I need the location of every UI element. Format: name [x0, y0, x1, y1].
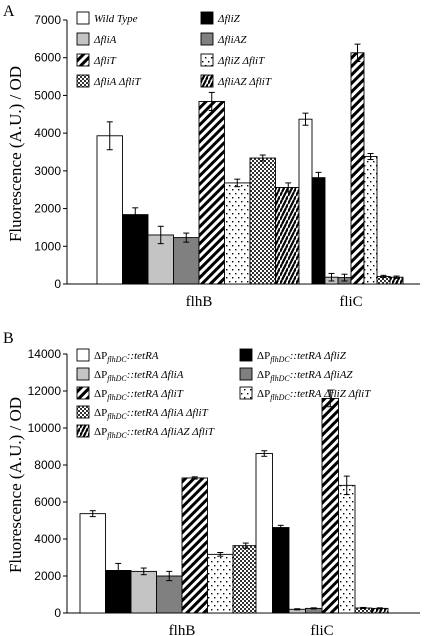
legend-swatch: [76, 367, 90, 381]
legend-label: ΔPflhDC::tetRA ΔfliAZ: [257, 369, 353, 383]
panel-label-b: B: [3, 330, 14, 347]
bar: [79, 513, 106, 614]
y-tick-label: 3000: [34, 164, 61, 178]
legend-b: ΔPflhDC::tetRA ΔPflhDC::tetRA ΔfliZΔPflhD…: [76, 348, 371, 440]
legend-swatch: [76, 348, 90, 362]
category-label: flhB: [186, 294, 213, 310]
bar: [350, 52, 365, 285]
legend-label: ΔPflhDC::tetRA ΔfliZ: [257, 350, 347, 364]
legend-swatch: [76, 74, 90, 88]
y-tick-label: 6000: [34, 495, 61, 509]
legend-swatch: [239, 348, 253, 362]
legend-swatch: [76, 386, 90, 400]
legend-swatch: [239, 367, 253, 381]
legend-label: ΔPflhDC::tetRA ΔfliAZ ΔfliT: [94, 426, 215, 440]
y-tick-label: 4000: [34, 126, 61, 140]
y-tick-label: 5000: [34, 88, 61, 102]
y-tick-label: 0: [54, 606, 61, 620]
y-axis-label-a: Fluorescence (A.U.) / OD: [6, 66, 25, 242]
legend-swatch: [239, 386, 253, 400]
y-tick-label: 6000: [34, 51, 61, 65]
bar: [173, 237, 200, 285]
legend-a: Wild Type ΔfliZ ΔfliA ΔfliAZ ΔfliT ΔfliZ Δfli…: [76, 11, 272, 88]
legend-swatch: [76, 11, 90, 25]
bar: [156, 575, 183, 614]
y-tick-label: 0: [54, 277, 61, 291]
legend-swatch: [76, 53, 90, 67]
y-tick-label: 1000: [34, 239, 61, 253]
legend-label: ΔfliAZ: [217, 34, 247, 46]
category-label: fliC: [310, 623, 333, 636]
bar: [249, 157, 276, 285]
legend-swatch: [200, 74, 214, 88]
y-tick-label: 8000: [34, 458, 61, 472]
bar: [255, 453, 273, 614]
legend-label: ΔPflhDC::tetRA ΔfliA: [94, 369, 184, 383]
bar: [338, 484, 356, 614]
bar: [272, 527, 290, 614]
legend-label: ΔPflhDC::tetRA ΔfliA ΔfliT: [94, 407, 209, 421]
legend-swatch: [200, 11, 214, 25]
bar: [181, 477, 208, 614]
legend-label: ΔPflhDC::tetRA: [94, 350, 159, 364]
legend-swatch: [76, 424, 90, 438]
legend-label: ΔfliZ ΔfliT: [217, 55, 265, 67]
panel-label-a: A: [3, 3, 15, 20]
y-tick-label: 10000: [28, 421, 62, 435]
legend-label: ΔPflhDC::tetRA ΔfliT: [94, 388, 184, 402]
legend-label: ΔfliA ΔfliT: [93, 76, 142, 88]
legend-swatch: [200, 53, 214, 67]
bar: [96, 135, 123, 285]
bar: [122, 214, 149, 285]
chart-panel-a: 0 1000 2000 3000 4000 5000 6000 7000 flhB fliC: [34, 13, 420, 310]
y-tick-label: 14000: [28, 347, 62, 361]
bar: [298, 118, 313, 285]
legend-swatch: [76, 405, 90, 419]
legend-swatch: [76, 32, 90, 46]
bar: [363, 156, 378, 285]
bar: [207, 553, 234, 614]
category-label: fliC: [339, 294, 362, 310]
y-tick-label: 12000: [28, 384, 62, 398]
y-tick-label: 7000: [34, 13, 61, 27]
legend-label: ΔfliA: [93, 34, 117, 46]
y-tick-label: 4000: [34, 532, 61, 546]
bar: [232, 545, 259, 614]
bar: [275, 187, 302, 285]
legend-label: ΔfliAZ ΔfliT: [217, 76, 272, 88]
bar: [224, 182, 251, 285]
category-label: flhB: [169, 623, 196, 636]
bar: [321, 397, 339, 614]
legend-label: ΔPflhDC::tetRA ΔfliZ ΔfliT: [257, 388, 371, 402]
y-axis-label-b: Fluorescence (A.U.) / OD: [6, 397, 25, 573]
bar: [311, 177, 326, 285]
legend-label: Wild Type: [94, 13, 138, 25]
legend-label: ΔfliT: [93, 55, 117, 67]
legend-swatch: [200, 32, 214, 46]
y-tick-label: 2000: [34, 569, 61, 583]
y-tick-label: 2000: [34, 202, 61, 216]
legend-label: ΔfliZ: [217, 13, 241, 25]
chart-panel-b: 0 2000 4000 6000 8000 10000 12000 14000 flhB fliC: [28, 347, 420, 636]
bar: [198, 101, 225, 285]
bar: [130, 570, 157, 614]
